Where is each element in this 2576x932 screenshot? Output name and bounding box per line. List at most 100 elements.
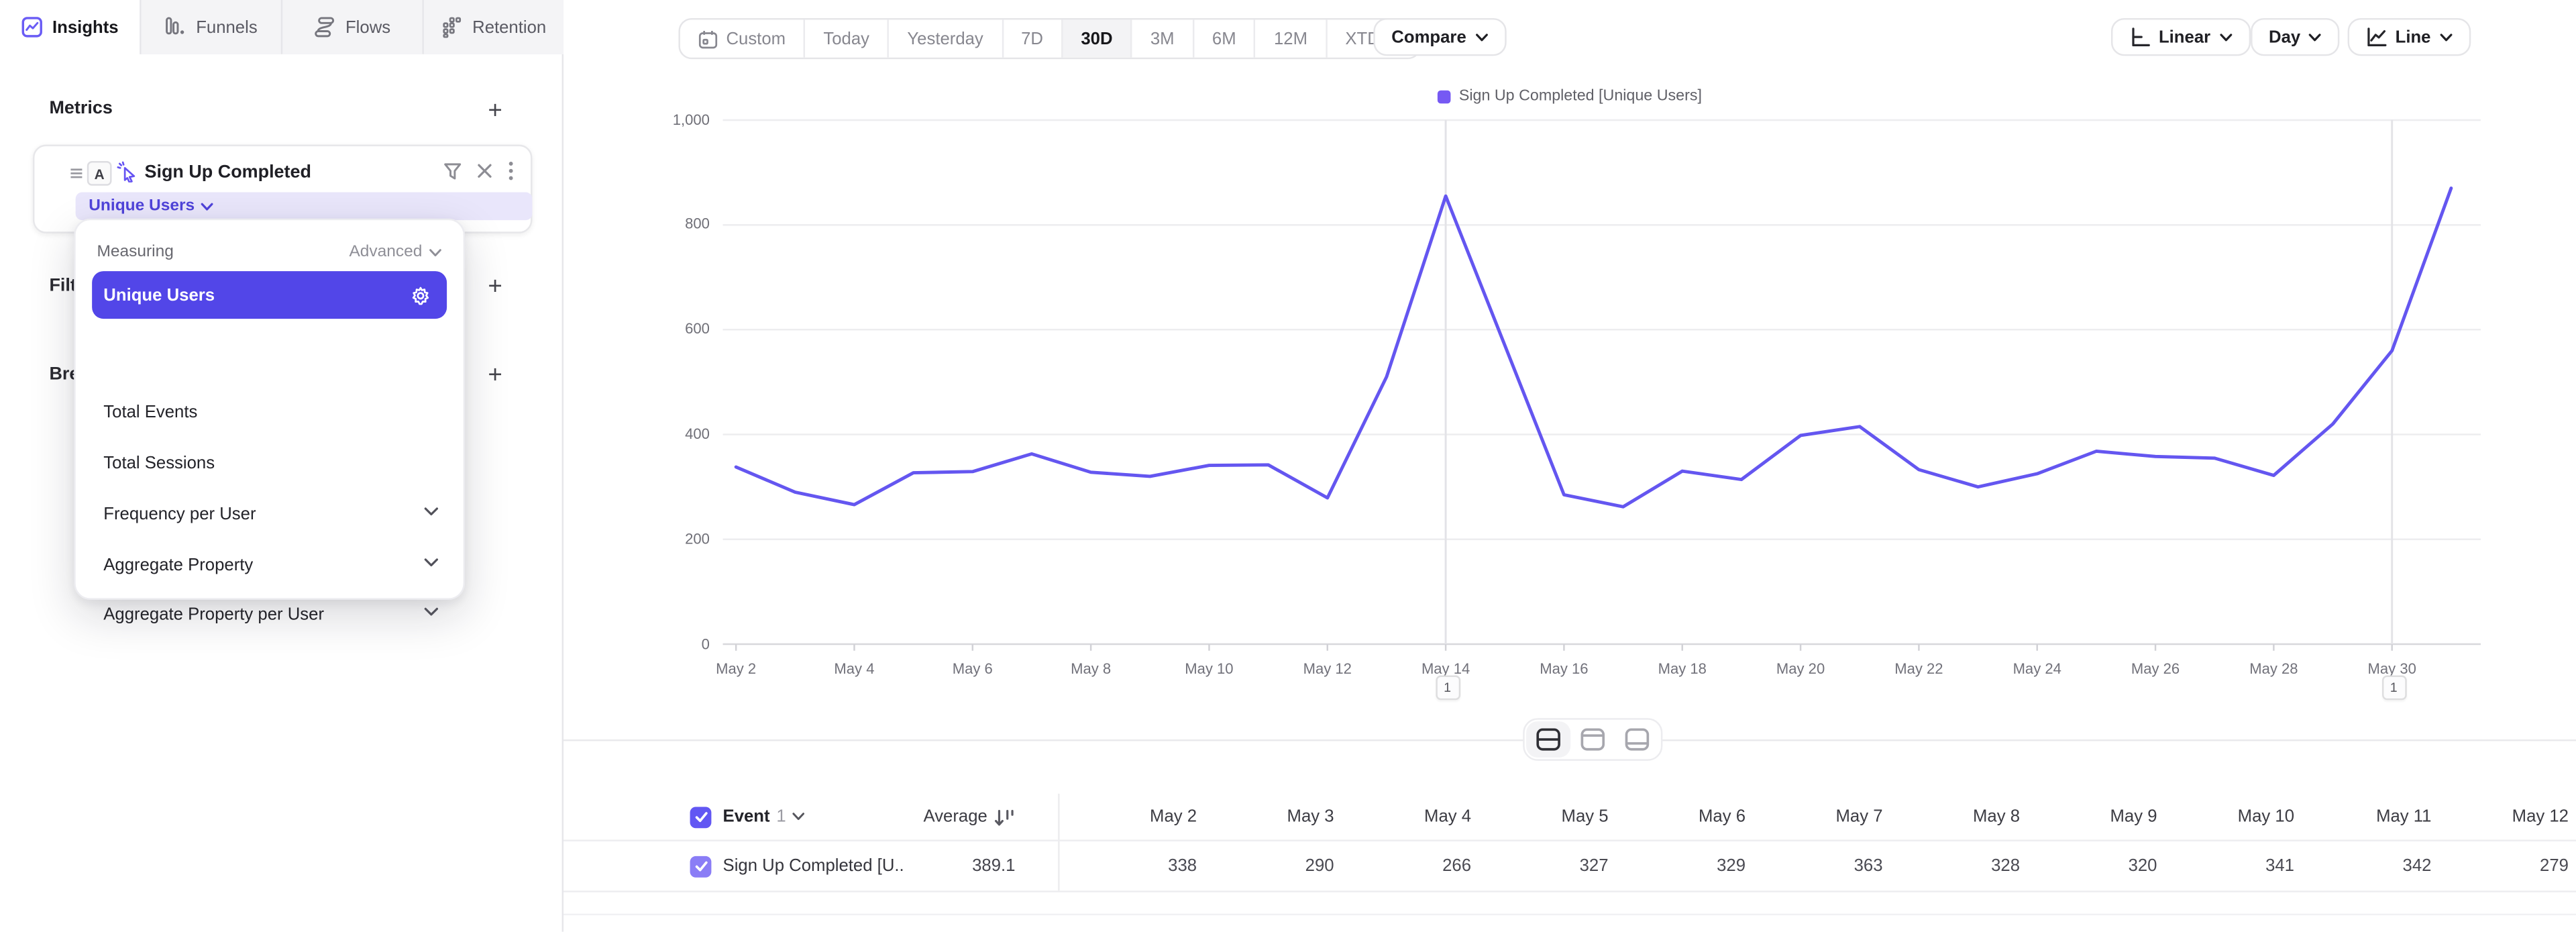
advanced-toggle[interactable]: Advanced xyxy=(349,243,441,261)
drag-handle-icon[interactable] xyxy=(70,168,83,179)
measuring-dropdown: Measuring Advanced Unique Users Total Ev… xyxy=(74,218,466,625)
funnels-icon xyxy=(165,16,186,38)
date-cell-value: 279 xyxy=(2540,856,2569,876)
x-tick-label: May 18 xyxy=(1658,660,1707,677)
column-divider xyxy=(1058,841,1060,891)
compare-button[interactable]: Compare xyxy=(1373,17,1506,56)
event-click-icon xyxy=(117,161,138,183)
add-metric-button[interactable]: + xyxy=(488,97,502,125)
legend-swatch xyxy=(1438,89,1451,103)
range-30d[interactable]: 30D xyxy=(1063,19,1132,58)
x-tick-label: May 28 xyxy=(2249,660,2298,677)
x-tick-label: May 2 xyxy=(716,660,757,677)
linear-scale-icon xyxy=(2129,26,2151,48)
menu-item-aggregate-property-per-user[interactable]: Aggregate Property per User xyxy=(103,605,325,625)
x-tick-label: May 20 xyxy=(1776,660,1825,677)
tab-funnels[interactable]: Funnels xyxy=(142,0,283,54)
y-tick-label: 1,000 xyxy=(672,111,710,127)
gridlines xyxy=(722,119,2481,645)
date-cell-value: 328 xyxy=(1991,856,2021,876)
legend-label: Sign Up Completed [Unique Users] xyxy=(1458,87,1702,105)
chart-legend[interactable]: Sign Up Completed [Unique Users] xyxy=(564,87,2576,105)
results-table-row[interactable]: Sign Up Completed [U... 389.1 338 290 266 3… xyxy=(564,839,2576,892)
menu-item-total-sessions[interactable]: Total Sessions xyxy=(103,453,215,474)
more-options-icon[interactable] xyxy=(508,161,515,180)
flows-icon xyxy=(314,16,335,38)
chevron-down-icon xyxy=(424,506,439,517)
filter-event-icon[interactable] xyxy=(443,162,462,180)
tab-label: Retention xyxy=(472,17,547,38)
add-breakdown-button[interactable]: + xyxy=(488,361,502,390)
chart-panel: Custom Today Yesterday 7D 30D 3M 6M 12M … xyxy=(564,0,2576,932)
date-column-header: May 11 xyxy=(2376,807,2432,827)
date-column-header: May 12 xyxy=(2512,807,2569,827)
layout-table-toggle[interactable] xyxy=(1615,721,1659,758)
analysis-tabbar: Insights Funnels Flows Retention xyxy=(0,0,564,56)
x-tick-label: May 14 xyxy=(1421,660,1470,677)
date-cell-value: 329 xyxy=(1717,856,1746,876)
range-12m[interactable]: 12M xyxy=(1256,19,1328,58)
date-column-header: May 2 xyxy=(1150,807,1197,827)
average-column-header[interactable]: Average xyxy=(904,806,1016,827)
chevron-down-icon xyxy=(424,556,439,568)
menu-item-total-events[interactable]: Total Events xyxy=(103,403,198,423)
date-column-header: May 3 xyxy=(1287,807,1334,827)
remove-event-icon[interactable] xyxy=(476,162,492,178)
metrics-section-title: Metrics xyxy=(49,98,113,119)
sort-icon[interactable] xyxy=(994,806,1016,827)
scroll-track[interactable] xyxy=(564,913,2576,916)
tab-retention[interactable]: Retention xyxy=(424,0,564,54)
date-column-header: May 10 xyxy=(2237,807,2295,827)
x-tick-label: May 10 xyxy=(1185,660,1234,677)
calendar-icon xyxy=(698,29,718,48)
chevron-down-icon xyxy=(424,607,439,618)
layout-split-toggle[interactable] xyxy=(1526,721,1571,758)
event-name[interactable]: Sign Up Completed xyxy=(144,162,311,183)
annotation-badge[interactable]: 1 xyxy=(2381,675,2406,701)
interval-button[interactable]: Day xyxy=(2251,17,2340,56)
add-filter-button[interactable]: + xyxy=(488,272,502,301)
y-tick-label: 400 xyxy=(685,425,710,442)
select-all-checkbox[interactable] xyxy=(690,806,712,828)
tab-flows[interactable]: Flows xyxy=(282,0,424,54)
tab-label: Insights xyxy=(52,17,119,38)
row-checkbox[interactable] xyxy=(690,855,712,877)
range-6m[interactable]: 6M xyxy=(1194,19,1256,58)
date-cell-value: 363 xyxy=(1854,856,1883,876)
event-order-badge: A xyxy=(87,161,112,186)
date-column-header: May 8 xyxy=(1972,807,2021,827)
date-cell-value: 266 xyxy=(1442,856,1472,876)
range-yesterday[interactable]: Yesterday xyxy=(889,19,1004,58)
chart-type-button[interactable]: Line xyxy=(2347,17,2471,56)
x-tick-label: May 8 xyxy=(1071,660,1112,677)
layout-chart-toggle[interactable] xyxy=(1570,721,1615,758)
range-3m[interactable]: 3M xyxy=(1132,19,1194,58)
date-cell-value: 290 xyxy=(1305,856,1334,876)
date-cell-value: 338 xyxy=(1168,856,1197,876)
x-tick-label: May 26 xyxy=(2131,660,2180,677)
y-tick-label: 600 xyxy=(685,320,710,338)
event-column-header[interactable]: Event 1 xyxy=(723,807,904,827)
layout-toggle-group xyxy=(1523,718,1663,761)
range-7d[interactable]: 7D xyxy=(1003,19,1063,58)
y-tick-label: 0 xyxy=(701,635,710,652)
x-tick-label: May 16 xyxy=(1540,660,1589,677)
x-tick-label: May 4 xyxy=(834,660,875,677)
measure-pill[interactable]: Unique Users xyxy=(75,192,533,221)
tab-insights[interactable]: Insights xyxy=(0,0,142,56)
line-chart[interactable] xyxy=(564,0,2576,723)
annotation-badge[interactable]: 1 xyxy=(1435,675,1460,701)
menu-item-aggregate-property[interactable]: Aggregate Property xyxy=(103,554,254,574)
date-column-header: May 9 xyxy=(2110,807,2157,827)
scale-button[interactable]: Linear xyxy=(2110,17,2250,56)
range-today[interactable]: Today xyxy=(805,19,890,58)
menu-item-frequency-per-user[interactable]: Frequency per User xyxy=(103,504,256,525)
x-tick-label: May 22 xyxy=(1894,660,1943,677)
menu-item-unique-users[interactable]: Unique Users xyxy=(92,271,447,319)
measuring-label: Measuring xyxy=(97,243,174,262)
range-custom[interactable]: Custom xyxy=(680,19,806,58)
gear-icon[interactable] xyxy=(411,285,430,305)
line-chart-icon xyxy=(2366,26,2387,48)
date-column-header: May 6 xyxy=(1699,807,1746,827)
